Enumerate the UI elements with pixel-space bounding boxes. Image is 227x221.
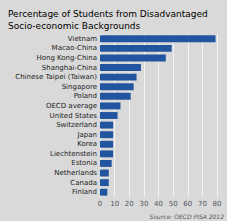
svg-text:Japan: Japan (76, 131, 97, 139)
svg-text:Switzerland: Switzerland (56, 121, 97, 129)
svg-text:Socio-economic Backgrounds: Socio-economic Backgrounds (8, 21, 141, 31)
svg-text:OECD average: OECD average (46, 102, 97, 110)
svg-text:50: 50 (169, 200, 178, 208)
svg-text:Poland: Poland (74, 92, 97, 100)
svg-text:Macao-China: Macao-China (52, 44, 97, 52)
svg-text:Shanghai-China: Shanghai-China (42, 64, 97, 72)
svg-text:0: 0 (98, 200, 102, 208)
svg-text:Korea: Korea (77, 140, 97, 148)
svg-text:Estonia: Estonia (71, 159, 97, 167)
svg-text:Chinese Taipei (Taiwan): Chinese Taipei (Taiwan) (15, 73, 97, 81)
svg-text:30: 30 (139, 200, 148, 208)
svg-text:United States: United States (50, 112, 98, 120)
svg-text:Vietnam: Vietnam (68, 35, 97, 43)
svg-text:Source: OECD PISA 2012: Source: OECD PISA 2012 (150, 213, 225, 220)
svg-text:20: 20 (125, 200, 134, 208)
svg-text:Hong Kong-China: Hong Kong-China (36, 54, 97, 62)
svg-text:60: 60 (183, 200, 192, 208)
svg-text:80: 80 (213, 200, 222, 208)
svg-text:Canada: Canada (70, 179, 97, 187)
svg-text:Netherlands: Netherlands (54, 169, 97, 177)
svg-text:Percentage of Students from Di: Percentage of Students from Disadvantage… (8, 9, 208, 19)
svg-text:Liechtenstein: Liechtenstein (50, 150, 97, 158)
svg-text:Finland: Finland (72, 188, 97, 196)
svg-text:70: 70 (198, 200, 207, 208)
svg-text:10: 10 (110, 200, 119, 208)
svg-text:Singapore: Singapore (62, 83, 97, 91)
svg-text:40: 40 (154, 200, 163, 208)
